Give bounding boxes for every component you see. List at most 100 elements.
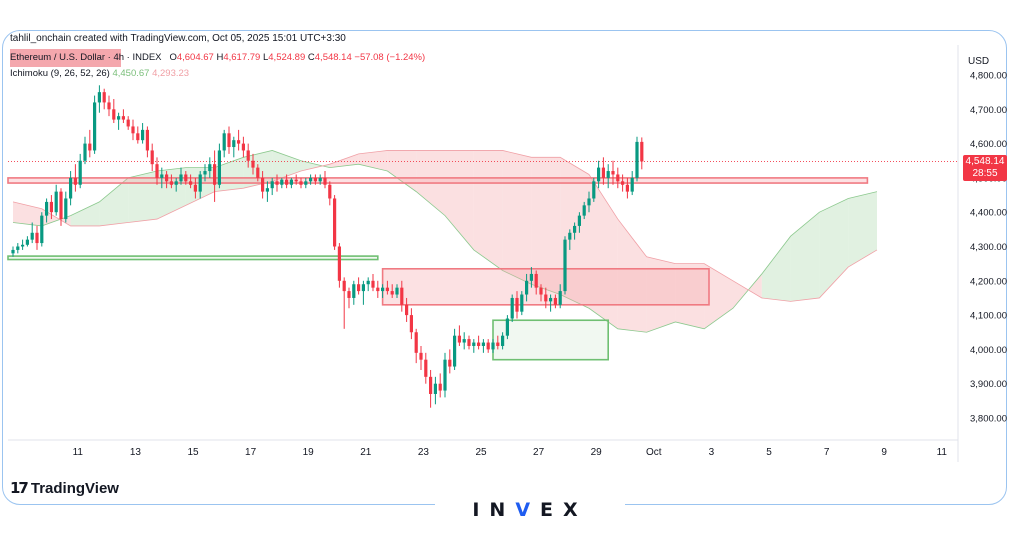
candle-bearish[interactable]: [457, 335, 461, 343]
candle-bearish[interactable]: [640, 141, 644, 162]
candle-bearish[interactable]: [400, 287, 404, 305]
tradingview-logo[interactable]: 17 TradingView: [10, 479, 119, 497]
candle-bearish[interactable]: [73, 177, 77, 185]
candle-bullish[interactable]: [573, 225, 577, 233]
candle-bullish[interactable]: [592, 181, 596, 199]
candle-bearish[interactable]: [390, 291, 394, 295]
candle-bearish[interactable]: [294, 179, 298, 182]
candle-bullish[interactable]: [208, 164, 212, 172]
candle-bearish[interactable]: [414, 332, 418, 353]
candle-bearish[interactable]: [405, 304, 409, 316]
candle-bullish[interactable]: [606, 171, 610, 178]
candle-bearish[interactable]: [251, 160, 255, 168]
candle-bearish[interactable]: [59, 191, 63, 220]
candle-bullish[interactable]: [217, 150, 221, 185]
candle-bearish[interactable]: [601, 167, 605, 178]
candle-bearish[interactable]: [385, 287, 389, 292]
candle-bullish[interactable]: [529, 273, 533, 281]
candle-bullish[interactable]: [577, 215, 581, 226]
candle-bullish[interactable]: [160, 174, 164, 178]
candle-bullish[interactable]: [505, 318, 509, 336]
candle-bullish[interactable]: [568, 232, 572, 240]
candle-bearish[interactable]: [616, 174, 620, 182]
candle-bullish[interactable]: [582, 205, 586, 216]
candle-bullish[interactable]: [318, 177, 322, 182]
candle-bearish[interactable]: [429, 376, 433, 394]
candle-bullish[interactable]: [309, 177, 313, 182]
candle-bearish[interactable]: [515, 297, 519, 312]
candle-bullish[interactable]: [117, 116, 121, 120]
candle-bearish[interactable]: [419, 352, 423, 360]
resistance-zone[interactable]: [7, 177, 869, 184]
candle-bearish[interactable]: [409, 315, 413, 333]
candle-bullish[interactable]: [203, 171, 207, 175]
candle-bullish[interactable]: [141, 129, 145, 141]
candle-bearish[interactable]: [189, 181, 193, 185]
currency-label[interactable]: USD: [968, 56, 990, 67]
candle-bullish[interactable]: [481, 342, 485, 346]
candle-bearish[interactable]: [553, 297, 557, 305]
candle-bullish[interactable]: [597, 167, 601, 182]
candle-bullish[interactable]: [97, 92, 101, 103]
candle-bullish[interactable]: [443, 359, 447, 391]
candle-bearish[interactable]: [193, 184, 197, 192]
candle-bearish[interactable]: [313, 177, 317, 182]
candle-bearish[interactable]: [246, 150, 250, 161]
candle-bullish[interactable]: [304, 181, 308, 185]
candle-bearish[interactable]: [131, 126, 135, 134]
candle-bearish[interactable]: [126, 119, 130, 127]
candle-bullish[interactable]: [472, 342, 476, 346]
candle-bearish[interactable]: [155, 164, 159, 178]
candle-bearish[interactable]: [496, 342, 500, 346]
candle-bearish[interactable]: [467, 339, 471, 346]
candle-bullish[interactable]: [563, 239, 567, 292]
candle-bullish[interactable]: [520, 294, 524, 312]
candle-bullish[interactable]: [11, 249, 15, 254]
candle-bearish[interactable]: [169, 181, 173, 185]
candle-bearish[interactable]: [121, 116, 125, 120]
candle-bearish[interactable]: [145, 129, 149, 151]
candle-bearish[interactable]: [371, 280, 375, 288]
candle-bullish[interactable]: [69, 177, 73, 199]
candle-bearish[interactable]: [342, 280, 346, 292]
candle-bearish[interactable]: [448, 359, 452, 367]
candle-bullish[interactable]: [222, 133, 226, 151]
candle-bearish[interactable]: [477, 342, 481, 346]
candle-bearish[interactable]: [227, 133, 231, 148]
symbol-label[interactable]: Ethereum / U.S. Dollar · 4h · INDEX: [10, 52, 162, 63]
candle-bullish[interactable]: [558, 291, 562, 305]
candle-bullish[interactable]: [280, 179, 284, 185]
candle-bullish[interactable]: [366, 280, 370, 285]
candle-bearish[interactable]: [241, 143, 245, 151]
candle-bearish[interactable]: [544, 294, 548, 302]
candle-bullish[interactable]: [587, 198, 591, 206]
candle-bearish[interactable]: [438, 383, 442, 391]
candle-bullish[interactable]: [453, 335, 457, 367]
candle-bearish[interactable]: [376, 287, 380, 292]
candle-bullish[interactable]: [491, 342, 495, 350]
candle-bullish[interactable]: [549, 297, 553, 302]
candle-bearish[interactable]: [112, 109, 116, 120]
candle-bullish[interactable]: [270, 181, 274, 189]
candle-bearish[interactable]: [486, 342, 490, 350]
candle-bearish[interactable]: [102, 92, 106, 103]
candle-bullish[interactable]: [395, 287, 399, 295]
candle-bullish[interactable]: [45, 201, 49, 216]
candle-bearish[interactable]: [165, 174, 169, 182]
candle-bearish[interactable]: [107, 102, 111, 110]
candle-bearish[interactable]: [357, 284, 361, 292]
candle-bearish[interactable]: [256, 167, 260, 178]
candle-bullish[interactable]: [352, 284, 356, 298]
candle-bearish[interactable]: [337, 246, 341, 281]
candle-bullish[interactable]: [25, 239, 29, 245]
candle-bullish[interactable]: [289, 179, 293, 185]
candle-bearish[interactable]: [539, 287, 543, 295]
candle-bearish[interactable]: [323, 177, 327, 185]
candle-bearish[interactable]: [184, 174, 188, 182]
candle-bullish[interactable]: [174, 181, 178, 185]
indicator-label[interactable]: Ichimoku (9, 26, 52, 26): [10, 68, 110, 79]
candle-bearish[interactable]: [299, 181, 303, 185]
candle-bullish[interactable]: [179, 174, 183, 182]
candle-bearish[interactable]: [88, 143, 92, 151]
candle-bullish[interactable]: [265, 188, 269, 192]
